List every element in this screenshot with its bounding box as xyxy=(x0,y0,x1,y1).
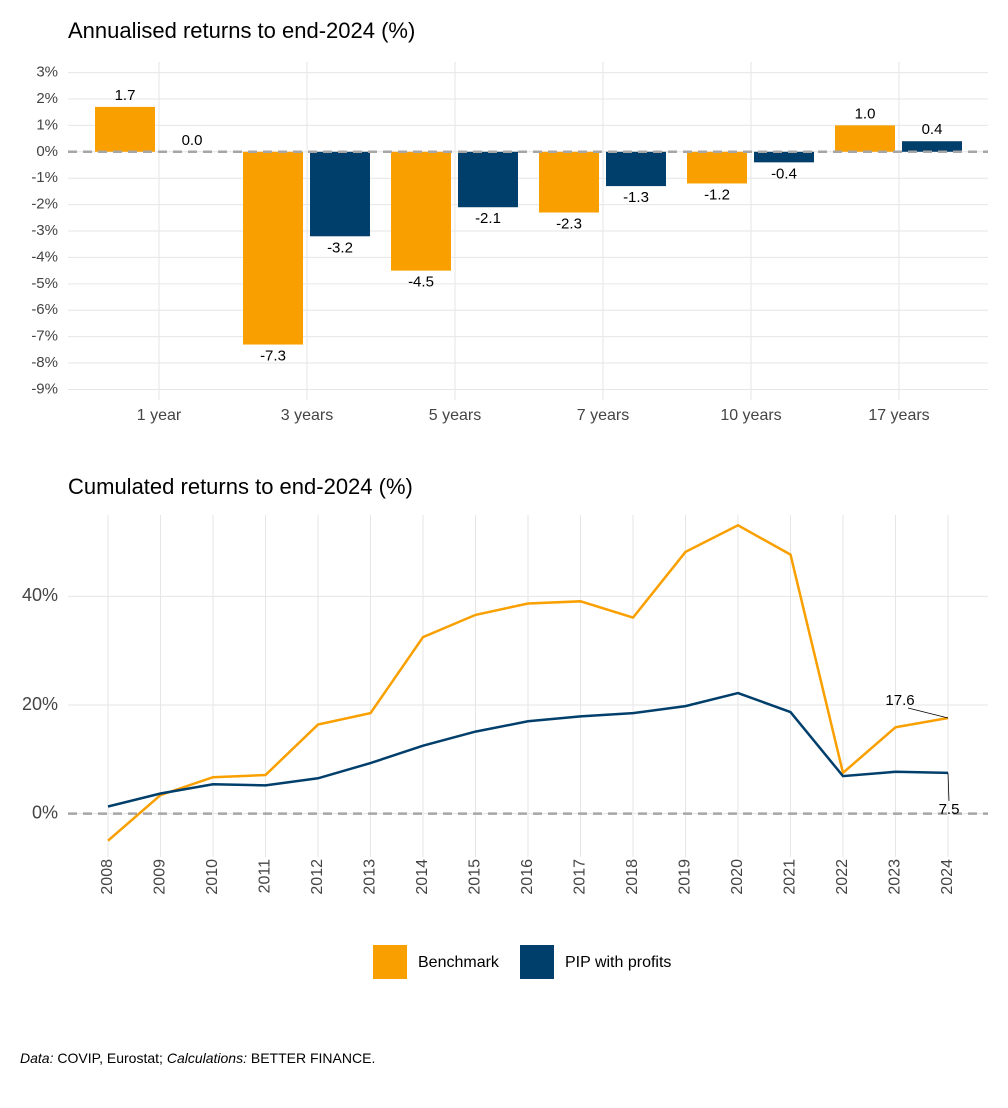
data-label: 17.6 xyxy=(885,692,914,709)
x-tick-label: 2013 xyxy=(362,859,379,895)
data-label: -2.1 xyxy=(475,210,501,227)
caption: Data: COVIP, Eurostat; Calculations: BET… xyxy=(20,1050,375,1066)
y-tick-label: 2% xyxy=(36,90,58,107)
x-tick-label: 2024 xyxy=(939,859,956,895)
y-tick-label: -5% xyxy=(31,275,58,292)
leader-line xyxy=(947,772,950,801)
x-tick-label: 2023 xyxy=(887,859,904,895)
x-tick-label: 2022 xyxy=(834,859,851,895)
y-tick-label: 40% xyxy=(22,585,58,605)
bar xyxy=(754,151,814,163)
x-tick-label: 2009 xyxy=(152,859,169,895)
x-tick-label: 2015 xyxy=(467,859,484,895)
x-tick-label: 2008 xyxy=(99,859,116,895)
bar xyxy=(391,151,451,271)
y-tick-label: 1% xyxy=(36,116,58,133)
bar xyxy=(835,125,895,152)
line-series xyxy=(107,691,949,808)
data-label: -7.3 xyxy=(260,348,286,365)
x-tick-label: 2014 xyxy=(414,859,431,895)
y-tick-label: -8% xyxy=(31,354,58,371)
data-label: -4.5 xyxy=(408,274,434,291)
x-tick-label: 10 years xyxy=(720,407,781,424)
y-tick-label: -6% xyxy=(31,301,58,318)
data-label: 0.0 xyxy=(182,132,203,149)
legend-swatch xyxy=(373,945,407,979)
x-tick-label: 2010 xyxy=(204,859,221,895)
x-tick-label: 2021 xyxy=(782,859,799,895)
data-label: -3.2 xyxy=(327,239,353,256)
data-label: 1.7 xyxy=(115,87,136,104)
y-tick-label: -1% xyxy=(31,169,58,186)
x-tick-label: 2020 xyxy=(729,859,746,895)
bar xyxy=(687,151,747,184)
data-label: -1.2 xyxy=(704,186,730,203)
legend-label: Benchmark xyxy=(418,954,500,971)
caption-text: COVIP, Eurostat; xyxy=(57,1050,163,1066)
x-tick-label: 2016 xyxy=(519,859,536,895)
y-tick-label: 20% xyxy=(22,694,58,714)
caption-label: Calculations: xyxy=(166,1050,247,1066)
chart-title: Cumulated returns to end-2024 (%) xyxy=(68,474,413,499)
chart-title: Annualised returns to end-2024 (%) xyxy=(68,18,415,43)
x-tick-label: 3 years xyxy=(281,407,333,424)
legend-swatch xyxy=(520,945,554,979)
data-label: -0.4 xyxy=(771,165,797,182)
data-label: -2.3 xyxy=(556,215,582,232)
bar xyxy=(310,151,370,237)
bar xyxy=(606,151,666,187)
bar xyxy=(458,151,518,208)
y-tick-label: 0% xyxy=(32,802,58,822)
y-tick-label: -9% xyxy=(31,380,58,397)
x-tick-label: 17 years xyxy=(868,407,929,424)
data-label: 0.4 xyxy=(922,121,943,138)
x-tick-label: 2011 xyxy=(257,859,274,894)
y-tick-label: 0% xyxy=(36,143,58,160)
caption-label: Data: xyxy=(20,1050,54,1066)
bar xyxy=(243,151,303,345)
data-label: 1.0 xyxy=(855,105,876,122)
caption-text: BETTER FINANCE. xyxy=(250,1050,376,1066)
x-tick-label: 2019 xyxy=(677,859,694,895)
x-tick-label: 7 years xyxy=(577,407,629,424)
bar xyxy=(902,141,962,152)
y-tick-label: -7% xyxy=(31,328,58,345)
leader-line xyxy=(907,707,949,719)
line-series xyxy=(107,523,949,842)
y-tick-label: -2% xyxy=(31,196,58,213)
y-tick-label: -4% xyxy=(31,248,58,265)
y-tick-label: 3% xyxy=(36,64,58,81)
bar xyxy=(95,106,155,152)
x-tick-label: 1 year xyxy=(137,407,182,424)
x-tick-label: 2017 xyxy=(572,859,589,895)
bar xyxy=(539,151,599,213)
legend-label: PIP with profits xyxy=(565,954,671,971)
data-label: -1.3 xyxy=(623,189,649,206)
y-tick-label: -3% xyxy=(31,222,58,239)
x-tick-label: 2018 xyxy=(624,859,641,895)
x-tick-label: 5 years xyxy=(429,407,481,424)
data-label: 7.5 xyxy=(939,801,960,818)
x-tick-label: 2012 xyxy=(309,859,326,895)
chart: Annualised returns to end-2024 (%) Cumul… xyxy=(22,18,988,979)
